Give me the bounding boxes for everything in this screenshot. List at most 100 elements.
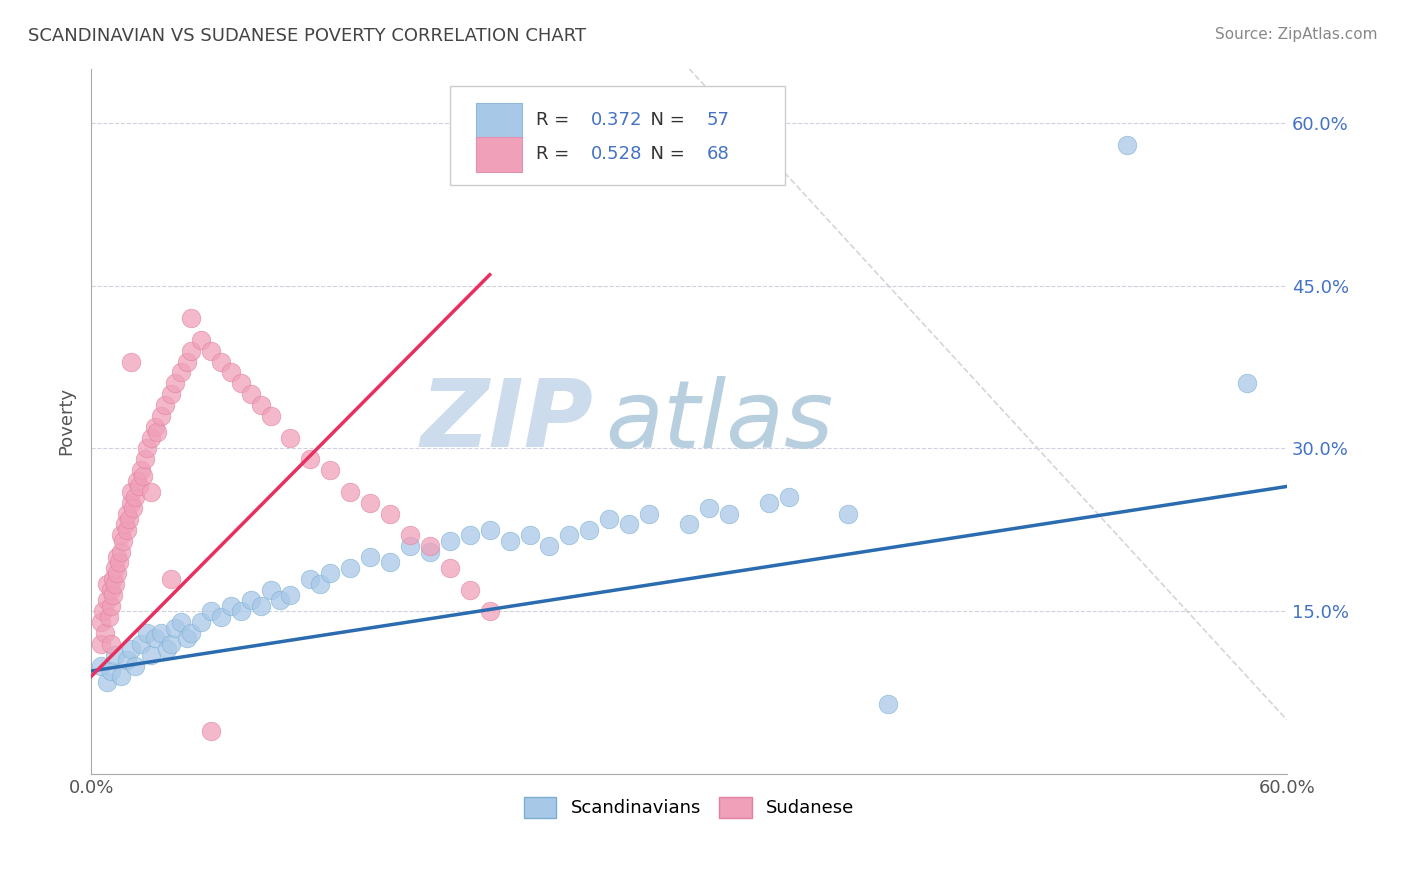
Point <box>219 366 242 380</box>
Point <box>120 354 142 368</box>
Point <box>160 637 183 651</box>
Point <box>190 615 212 629</box>
Point <box>319 463 342 477</box>
Point <box>339 484 361 499</box>
Point <box>598 512 620 526</box>
Point <box>439 533 461 548</box>
Text: 0.372: 0.372 <box>591 112 643 129</box>
Point <box>399 539 422 553</box>
Point <box>458 582 481 597</box>
Point <box>399 528 422 542</box>
Point <box>209 609 232 624</box>
Text: SCANDINAVIAN VS SUDANESE POVERTY CORRELATION CHART: SCANDINAVIAN VS SUDANESE POVERTY CORRELA… <box>28 27 586 45</box>
Text: 68: 68 <box>707 145 730 163</box>
Point <box>120 642 142 657</box>
Point <box>129 637 152 651</box>
Point <box>139 484 162 499</box>
Point <box>717 507 740 521</box>
Point <box>125 474 148 488</box>
Point <box>128 479 150 493</box>
Point <box>439 561 461 575</box>
Point <box>269 593 291 607</box>
Point <box>498 533 520 548</box>
Point <box>280 431 302 445</box>
Point <box>758 496 780 510</box>
Point <box>299 452 322 467</box>
Point <box>100 599 122 613</box>
Point <box>143 632 166 646</box>
Point <box>149 409 172 423</box>
Point <box>180 311 202 326</box>
Point <box>149 626 172 640</box>
Text: atlas: atlas <box>606 376 834 467</box>
Point <box>104 648 127 662</box>
Point <box>478 523 501 537</box>
Point <box>219 599 242 613</box>
Point <box>478 604 501 618</box>
Point <box>180 343 202 358</box>
Point <box>619 517 641 532</box>
Point <box>558 528 581 542</box>
Bar <box>477 136 522 172</box>
Point <box>378 556 401 570</box>
Point <box>110 544 132 558</box>
Point <box>319 566 342 581</box>
Text: 57: 57 <box>707 112 730 129</box>
Point <box>419 539 441 553</box>
Text: ZIP: ZIP <box>420 376 593 467</box>
Bar <box>477 103 522 138</box>
Point <box>259 409 281 423</box>
Point <box>110 669 132 683</box>
Point <box>136 442 159 456</box>
Point <box>519 528 541 542</box>
Point <box>163 621 186 635</box>
Point <box>100 582 122 597</box>
Point <box>239 387 262 401</box>
Point <box>778 491 800 505</box>
FancyBboxPatch shape <box>450 87 785 185</box>
Point <box>190 333 212 347</box>
Point <box>419 544 441 558</box>
Text: Source: ZipAtlas.com: Source: ZipAtlas.com <box>1215 27 1378 42</box>
Point <box>134 452 156 467</box>
Point <box>837 507 859 521</box>
Point <box>160 572 183 586</box>
Point <box>1236 376 1258 391</box>
Point <box>124 658 146 673</box>
Point <box>359 496 381 510</box>
Point <box>96 674 118 689</box>
Point <box>105 566 128 581</box>
Point <box>538 539 561 553</box>
Point <box>94 626 117 640</box>
Point <box>143 419 166 434</box>
Point <box>139 648 162 662</box>
Point <box>91 604 114 618</box>
Point <box>153 398 176 412</box>
Point <box>101 588 124 602</box>
Point <box>124 491 146 505</box>
Point <box>115 523 138 537</box>
Point <box>122 501 145 516</box>
Point <box>259 582 281 597</box>
Text: R =: R = <box>536 112 575 129</box>
Text: 0.528: 0.528 <box>591 145 643 163</box>
Point <box>105 549 128 564</box>
Point <box>458 528 481 542</box>
Point <box>299 572 322 586</box>
Point <box>229 604 252 618</box>
Point <box>200 604 222 618</box>
Point <box>136 626 159 640</box>
Point <box>100 664 122 678</box>
Point <box>112 533 135 548</box>
Point <box>96 593 118 607</box>
Text: N =: N = <box>638 112 690 129</box>
Point <box>160 387 183 401</box>
Point <box>280 588 302 602</box>
Point <box>100 637 122 651</box>
Point <box>120 484 142 499</box>
Point <box>678 517 700 532</box>
Point <box>578 523 600 537</box>
Point <box>132 468 155 483</box>
Point <box>877 697 900 711</box>
Point <box>146 425 169 440</box>
